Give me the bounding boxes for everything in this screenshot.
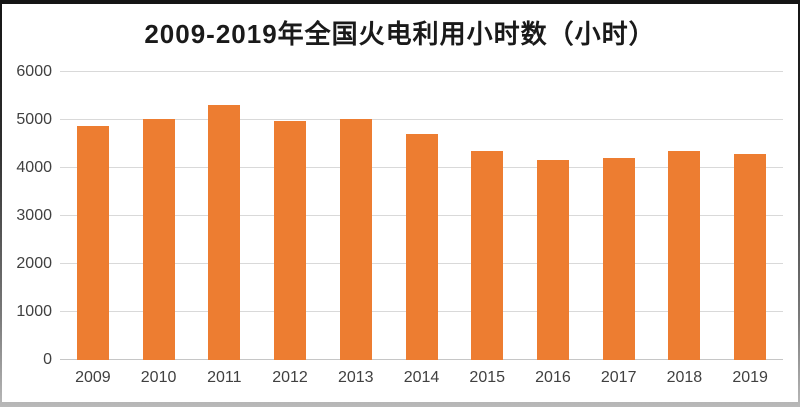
bar-2010 [142,118,175,360]
x-tick-label-2018: 2018 [666,369,703,386]
x-tick-label-2012: 2012 [272,369,308,386]
y-tick-label-6000: 6000 [16,63,52,80]
bar-2019 [734,153,767,360]
plot-area [60,71,783,360]
gridline-6000 [60,71,783,72]
x-tick-label-2015: 2015 [469,369,506,386]
bar-2014 [405,134,438,360]
x-tick-label-2016: 2016 [535,369,571,386]
bar-2012 [274,120,307,360]
y-tick-label-4000: 4000 [16,159,52,176]
bar-2013 [339,119,372,360]
y-tick-label-1000: 1000 [16,303,52,320]
chart-title: 2009-2019年全国火电利用小时数（小时） [144,19,656,49]
chart-frame: 2009-2019年全国火电利用小时数（小时） 0 1000 2000 3000 400… [2,4,798,402]
x-tick-label-2009: 2009 [75,369,111,386]
bar-2009 [76,126,109,360]
bar-2018 [668,150,701,360]
x-tick-label-2014: 2014 [403,369,440,386]
gridline-5000 [60,119,783,120]
bar-2016 [536,160,569,360]
bar-2017 [602,157,635,360]
y-axis: 0 1000 2000 3000 4000 5000 6000 [2,63,52,368]
x-tick-label-2017: 2017 [600,369,637,386]
bar-2011 [208,105,241,360]
x-tick-label-2013: 2013 [337,369,374,386]
bar-2015 [471,150,504,360]
x-tick-label-2011: 2011 [207,369,242,386]
y-tick-label-5000: 5000 [16,111,52,128]
y-tick-label-2000: 2000 [16,255,52,272]
x-tick-label-2010: 2010 [140,369,177,386]
x-axis: 2009 2010 2011 2012 2013 2014 2015 2016 2017 2018… [60,368,783,390]
y-tick-label-3000: 3000 [16,207,52,224]
y-tick-label-0: 0 [43,351,52,368]
x-tick-label-2019: 2019 [732,369,768,386]
